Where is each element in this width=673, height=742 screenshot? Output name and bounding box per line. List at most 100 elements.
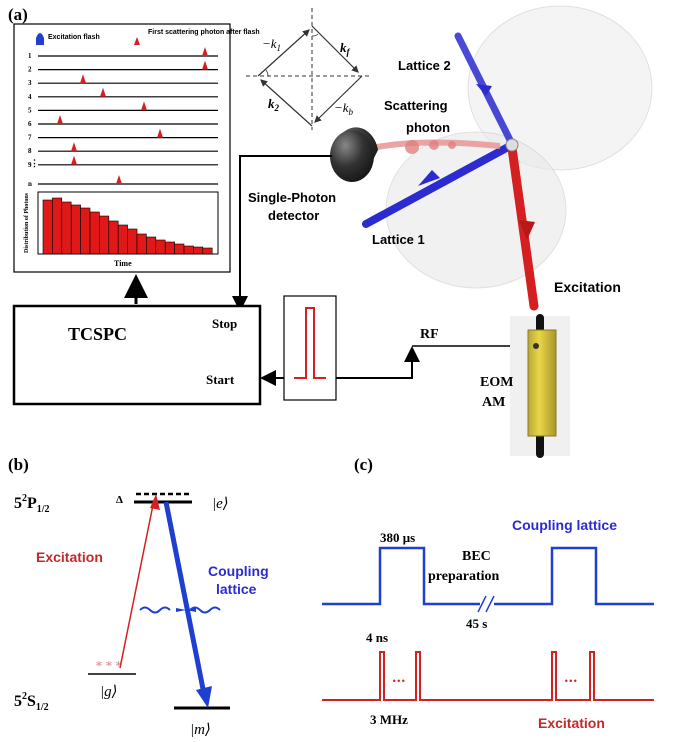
histogram-bar <box>202 247 213 255</box>
lattice-timeline-b <box>494 546 654 606</box>
delta-label: Δ <box>116 494 123 506</box>
lattice-timeline-a <box>322 546 480 606</box>
histogram-bar <box>52 197 63 255</box>
trace-pulse <box>157 128 163 138</box>
trace-number: 3 <box>28 79 32 87</box>
eom-body <box>527 329 557 437</box>
atom-cloud <box>505 138 519 152</box>
detector-dome <box>330 130 374 182</box>
coupling-wave <box>139 606 221 614</box>
histogram-bar <box>70 204 81 255</box>
excitation-arrow <box>519 220 535 240</box>
trace-number: 8 <box>28 147 32 155</box>
eom-connector <box>533 343 539 349</box>
histogram-bar <box>164 241 175 255</box>
histogram-bar <box>155 239 166 255</box>
histogram-bar <box>61 201 72 255</box>
level-s-label: 52S1/2 <box>14 691 49 713</box>
coupling-label-b: Coupling lattice <box>208 563 273 597</box>
trace-number: 4 <box>28 93 32 101</box>
wave-arrow-right <box>176 608 186 612</box>
state-m-label: |m⟩ <box>190 722 211 738</box>
histogram-ylabel: Distribution of Photons <box>24 192 30 253</box>
lattice2-arrow <box>476 84 492 96</box>
neg-kb-label: −kb <box>334 100 354 117</box>
trace-n-pulse <box>116 175 122 184</box>
lattice1-label: Lattice 1 <box>372 232 425 247</box>
scattering-beam <box>371 139 501 151</box>
lattice2-label: Lattice 2 <box>398 58 451 73</box>
tcspc-stop: Stop <box>212 316 237 331</box>
detector-wire <box>239 155 332 304</box>
lower-lobe <box>385 131 567 289</box>
trace-pulse <box>202 60 208 70</box>
coupling-transition <box>163 501 207 695</box>
wavevector-diagram <box>246 8 372 130</box>
trace-pulse <box>100 87 106 97</box>
trace-number: 7 <box>28 134 32 142</box>
histogram-xlabel: Time <box>114 259 132 268</box>
break-mark-2 <box>485 595 495 613</box>
trace-pulse <box>80 74 86 84</box>
excitation-label-b: Excitation <box>36 549 103 565</box>
trace-pulse <box>202 47 208 56</box>
histogram-bar <box>127 228 138 255</box>
histogram-bars <box>42 197 213 255</box>
state-e-label: |e⟩ <box>212 496 229 512</box>
ground-atoms: * * * <box>96 659 122 673</box>
histogram-bar <box>117 224 128 255</box>
coupling-label-c: Coupling lattice <box>512 517 617 533</box>
tcspc-start: Start <box>206 372 235 387</box>
trace-pulse <box>71 155 77 165</box>
rate-label: 3 MHz <box>370 712 408 727</box>
neg-k1-label: −k1 <box>262 36 281 53</box>
ns-label: 4 ns <box>366 630 388 645</box>
histogram-bar <box>193 246 204 255</box>
pulse-box <box>283 295 337 401</box>
break-mark-1 <box>477 595 487 613</box>
dots-left: ... <box>392 671 406 686</box>
excitation-timeline <box>322 651 654 701</box>
coupling-transition-arrow <box>196 686 212 708</box>
trace-number: 9 <box>28 161 32 169</box>
state-g-label: |g⟩ <box>100 684 117 700</box>
histogram-bar <box>42 199 53 255</box>
k2-label: k2 <box>268 96 280 113</box>
excitation-label-a: Excitation <box>554 279 621 295</box>
excitation-flash-label: Excitation flash <box>48 34 100 41</box>
trace-number: 1 <box>28 52 32 60</box>
histogram-bar <box>99 215 110 255</box>
am-label: AM <box>482 395 505 410</box>
legend-pulse <box>134 37 140 45</box>
trace-pulse <box>71 142 77 152</box>
histogram-bar <box>174 243 185 255</box>
wait-label: 45 s <box>466 616 487 631</box>
eom-label: EOM <box>480 375 513 390</box>
trace-number: 5 <box>28 106 32 114</box>
detector-label: Single-Photon detector <box>248 190 340 223</box>
kf-label: kf <box>340 40 351 57</box>
tcspc-box <box>12 304 262 406</box>
histogram-bar <box>89 211 100 255</box>
bec-label: BEC preparation <box>428 549 500 584</box>
histogram-bar <box>183 245 194 255</box>
scattering-photon-label: Scattering photon <box>384 98 451 135</box>
tcspc-title: TCSPC <box>68 324 127 344</box>
trace-pulse <box>57 115 63 124</box>
histogram-bar <box>80 207 91 255</box>
rf-label: RF <box>420 327 439 342</box>
excitation-transition-arrow <box>150 494 160 510</box>
histogram-bar <box>146 236 157 255</box>
trace-pulse <box>141 101 147 111</box>
pulse-width-label: 380 μs <box>380 530 415 545</box>
lattice1-arrow <box>418 170 440 186</box>
pulse-trace <box>294 307 326 379</box>
histogram-bar <box>108 220 119 255</box>
flash-marker <box>36 33 44 45</box>
level-p-label: 52P1/2 <box>14 493 50 515</box>
photon-blob-2 <box>429 140 439 150</box>
panel-b-label: (b) <box>8 455 29 474</box>
rf-wire <box>336 352 413 379</box>
